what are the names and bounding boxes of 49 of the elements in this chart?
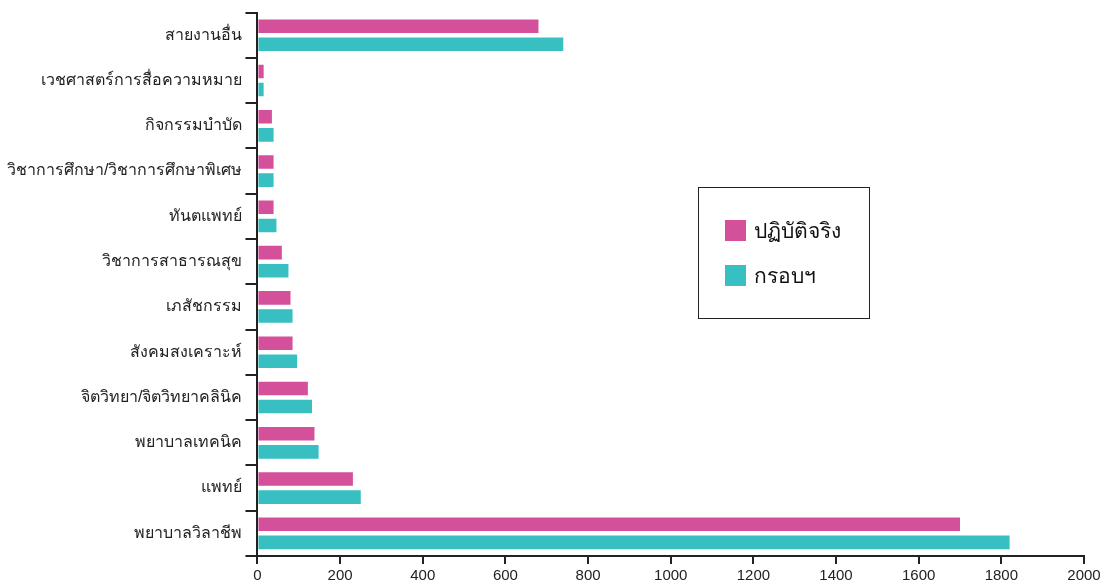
bar: [258, 64, 264, 79]
x-tick-label: 1400: [819, 566, 853, 584]
legend-label: ปฏิบัติจริง: [754, 218, 841, 244]
y-tick-label: จิตวิทยา/จิตวิทยาคลินิค: [80, 387, 243, 405]
x-tick-label: 800: [575, 566, 601, 584]
x-tick-label: 0: [253, 566, 262, 584]
x-tick-label: 600: [492, 566, 518, 584]
x-tick-label: 1600: [902, 566, 936, 584]
bar: [258, 109, 272, 124]
x-tick-label: 1200: [736, 566, 771, 584]
bar: [258, 472, 353, 486]
y-tick-label: แพทย์: [201, 477, 243, 496]
bar: [258, 128, 274, 142]
y-tick-label: เภสัชกรรม: [166, 297, 243, 315]
bar: [258, 82, 264, 97]
x-tick-label: 400: [410, 566, 436, 584]
bar: [258, 218, 277, 233]
bar: [258, 173, 274, 187]
bar: [258, 291, 291, 305]
bar: [258, 426, 315, 441]
y-tick-label: พยาบาลเทคนิค: [135, 433, 243, 451]
legend-label: กรอบฯ: [754, 263, 816, 289]
bar: [258, 490, 361, 504]
y-tick-label: สังคมสงเคราะห์: [130, 341, 243, 360]
bar: [258, 517, 961, 532]
bar: [258, 445, 319, 459]
bar: [258, 381, 308, 396]
x-tick-label: 1000: [654, 566, 688, 584]
y-tick-label: สายงานอื่น: [165, 22, 243, 43]
bar: [258, 309, 293, 323]
bar: [258, 37, 564, 52]
y-tick-label: กิจกรรมบำบัด: [145, 116, 243, 134]
x-tick-label: 200: [327, 566, 353, 584]
y-tick-label: วิชาการสาธารณสุข: [102, 252, 243, 272]
bar: [258, 535, 1010, 550]
y-tick-label: เวชศาสตร์การสื่อความหมาย: [41, 67, 243, 88]
bar: [258, 245, 282, 260]
x-tick-label: 2000: [1067, 566, 1101, 584]
bar: [258, 336, 293, 350]
y-tick-label: ทันตแพทย์: [169, 205, 243, 224]
bar: [258, 263, 289, 278]
bar: [258, 200, 274, 215]
bar: [258, 155, 274, 169]
x-tick-label: 1800: [984, 566, 1019, 584]
bar: [258, 19, 539, 33]
y-tick-label: วิชาการศึกษา/วิชาการศึกษาพิเศษ: [6, 161, 243, 179]
bar: [258, 354, 298, 369]
y-tick-label: พยาบาลวิลาชีพ: [134, 523, 243, 541]
bar: [258, 399, 312, 414]
